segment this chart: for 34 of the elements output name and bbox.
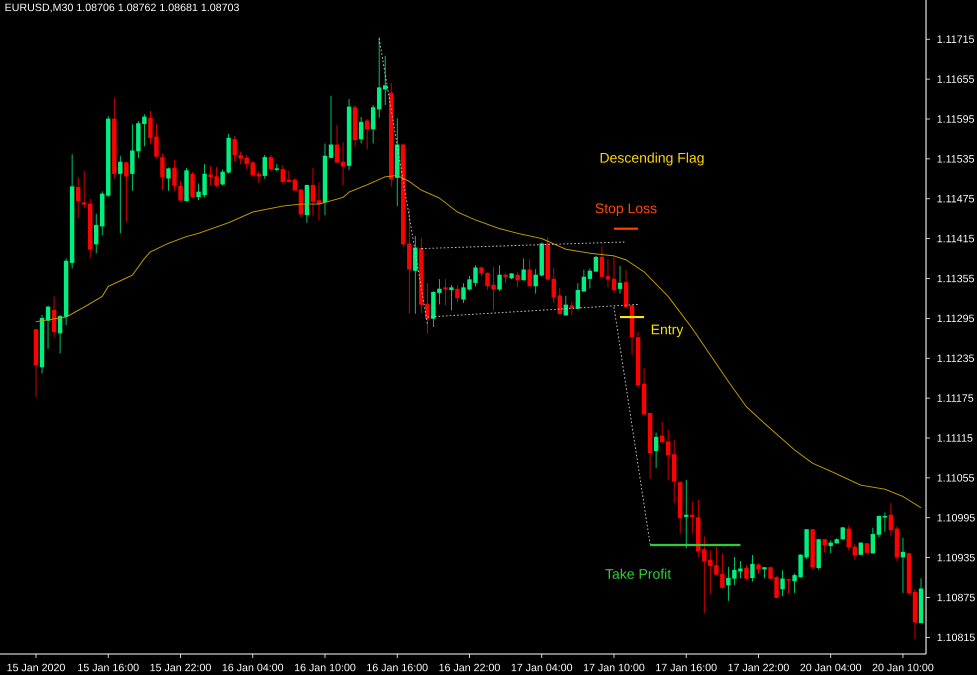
x-tick-label: 15 Jan 2020 bbox=[7, 664, 65, 672]
y-tick-label: 1.10875 bbox=[938, 594, 975, 602]
x-tick-label: 20 Jan 10:00 bbox=[872, 664, 934, 672]
y-tick-label: 1.11055 bbox=[938, 474, 974, 482]
y-tick-label: 1.10815 bbox=[938, 634, 975, 642]
y-tick-label: 1.11115 bbox=[938, 434, 972, 442]
y-tick-label: 1.11595 bbox=[938, 115, 974, 123]
x-tick-label: 16 Jan 16:00 bbox=[367, 664, 428, 672]
y-tick-label: 1.11415 bbox=[938, 234, 974, 242]
chart-title: EURUSD,M30 1.08706 1.08762 1.08681 1.08703 bbox=[5, 4, 239, 12]
y-tick-label: 1.11535 bbox=[938, 155, 974, 163]
y-tick-label: 1.11235 bbox=[938, 354, 974, 362]
x-tick-label: 17 Jan 04:00 bbox=[512, 664, 572, 672]
y-tick-label: 1.10935 bbox=[938, 554, 975, 562]
x-tick-label: 15 Jan 22:00 bbox=[150, 664, 211, 672]
x-tick-label: 16 Jan 10:00 bbox=[294, 664, 356, 672]
series-label: Take Profit bbox=[605, 568, 672, 579]
x-tick-label: 16 Jan 22:00 bbox=[439, 664, 500, 672]
x-tick-label: 17 Jan 16:00 bbox=[656, 664, 717, 672]
y-tick-label: 1.11655 bbox=[938, 75, 974, 83]
x-tick-label: 17 Jan 22:00 bbox=[728, 664, 789, 672]
x-tick-label: 20 Jan 04:00 bbox=[800, 664, 862, 672]
y-tick-label: 1.11355 bbox=[938, 274, 974, 282]
x-tick-label: 16 Jan 04:00 bbox=[222, 664, 284, 672]
y-tick-label: 1.11475 bbox=[938, 195, 974, 202]
series-label: Entry bbox=[652, 324, 684, 338]
y-tick-label: 1.11715 bbox=[938, 35, 974, 43]
y-tick-label: 1.11295 bbox=[938, 314, 974, 322]
series-label: Stop Loss bbox=[596, 203, 657, 216]
x-tick-label: 17 Jan 10:00 bbox=[584, 664, 644, 672]
x-tick-label: 15 Jan 16:00 bbox=[78, 664, 139, 672]
y-tick-label: 1.10995 bbox=[938, 514, 975, 522]
y-tick-label: 1.11175 bbox=[938, 394, 974, 402]
annotation: Descending Flag bbox=[600, 152, 704, 166]
